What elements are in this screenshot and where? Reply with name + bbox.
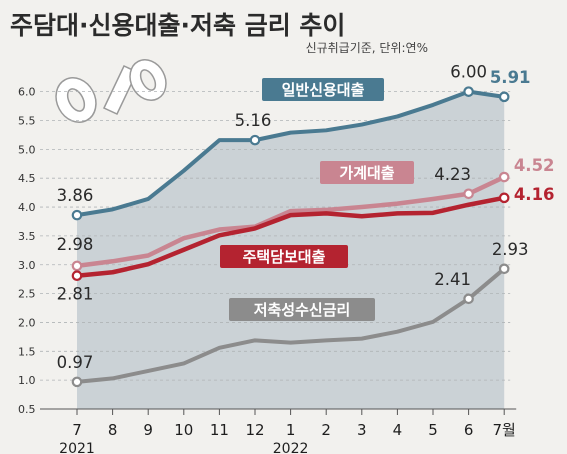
x-tick-label: 9 bbox=[143, 421, 153, 439]
point-marker-credit bbox=[463, 86, 474, 97]
point-marker-household bbox=[498, 171, 510, 183]
x-tick-label: 8 bbox=[108, 421, 118, 439]
y-tick-label: 1.5 bbox=[18, 345, 36, 358]
data-label-household: 4.23 bbox=[434, 165, 471, 184]
data-label-mortgage: 2.81 bbox=[57, 285, 94, 304]
chart-subtitle: 신규취급기준, 단위:연% bbox=[306, 41, 428, 55]
x-tick-label: 1 bbox=[286, 421, 296, 439]
x-tick-label: 10 bbox=[174, 421, 193, 439]
year-label: 2022 bbox=[273, 441, 309, 454]
point-marker-savings bbox=[71, 376, 83, 388]
y-tick-label: 5.5 bbox=[18, 115, 36, 128]
x-tick-label: 12 bbox=[245, 421, 264, 439]
point-marker-mortgage bbox=[71, 270, 83, 282]
point-marker-savings bbox=[498, 263, 510, 275]
data-label-credit: 3.86 bbox=[57, 186, 94, 205]
percent-icon bbox=[55, 59, 167, 123]
series-line-credit bbox=[75, 89, 507, 218]
point-marker-savings bbox=[463, 293, 474, 305]
data-label-household: 2.98 bbox=[57, 235, 94, 254]
chart-title: 주담대·신용대출·저축 금리 추이 bbox=[10, 11, 345, 40]
data-label-credit: 5.16 bbox=[235, 111, 272, 130]
y-tick-label: 3.0 bbox=[18, 259, 36, 272]
y-tick-label: 4.0 bbox=[18, 201, 36, 214]
x-tick-label: 6 bbox=[464, 421, 474, 439]
data-label-mortgage: 4.16 bbox=[514, 185, 555, 204]
series-line-household bbox=[74, 174, 507, 269]
series-line-savings bbox=[75, 266, 507, 384]
year-label: 2021 bbox=[59, 441, 95, 454]
y-tick-label: 0.5 bbox=[18, 403, 36, 416]
series-tag-box-household bbox=[320, 161, 414, 184]
x-tick-label: 7월 bbox=[493, 421, 516, 439]
x-tick-label: 5 bbox=[428, 421, 438, 439]
point-marker-credit bbox=[71, 209, 83, 221]
x-tick-label: 2 bbox=[321, 421, 331, 439]
series-tag-box-savings bbox=[229, 298, 375, 321]
point-marker-credit bbox=[249, 134, 261, 146]
data-label-savings: 2.41 bbox=[434, 270, 471, 289]
series-tag-label-mortgage: 주택담보대출 bbox=[243, 248, 326, 266]
series-tag-label-household: 가계대출 bbox=[339, 164, 394, 182]
series-tag-label-credit: 일반신용대출 bbox=[282, 81, 365, 99]
x-tick-label: 7 bbox=[72, 421, 82, 439]
point-marker-mortgage bbox=[498, 192, 510, 204]
data-label-household: 4.52 bbox=[514, 156, 555, 175]
series-tag-box-mortgage bbox=[220, 245, 348, 268]
y-tick-label: 2.0 bbox=[18, 316, 36, 329]
y-tick-label: 2.5 bbox=[18, 288, 36, 301]
data-label-savings: 2.93 bbox=[492, 240, 529, 259]
point-marker-credit bbox=[498, 91, 510, 103]
x-tick-label: 4 bbox=[393, 421, 403, 439]
plot-area: 0.5 1.0 1.5 2.0 2.5 3.0 3.5 4.0 4.5 5.0 5.5 6.0 7 8 9 1… bbox=[18, 63, 555, 454]
x-tick-label: 3 bbox=[357, 421, 367, 439]
series-tag-label-savings: 저축성수신금리 bbox=[254, 301, 351, 319]
series-tag-box-credit bbox=[262, 78, 384, 101]
data-label-savings: 0.97 bbox=[57, 353, 94, 372]
point-marker-household bbox=[463, 188, 474, 200]
y-tick-label: 5.0 bbox=[18, 143, 36, 156]
data-label-credit: 6.00 bbox=[450, 63, 487, 82]
y-tick-label: 1.0 bbox=[18, 374, 36, 387]
x-tick-label: 11 bbox=[210, 421, 229, 439]
y-tick-label: 6.0 bbox=[18, 86, 36, 99]
y-tick-label: 3.5 bbox=[18, 230, 36, 243]
series-line-mortgage bbox=[74, 195, 507, 278]
y-tick-label: 4.5 bbox=[18, 172, 36, 185]
point-marker-household bbox=[71, 260, 83, 272]
data-label-credit: 5.91 bbox=[490, 68, 531, 87]
